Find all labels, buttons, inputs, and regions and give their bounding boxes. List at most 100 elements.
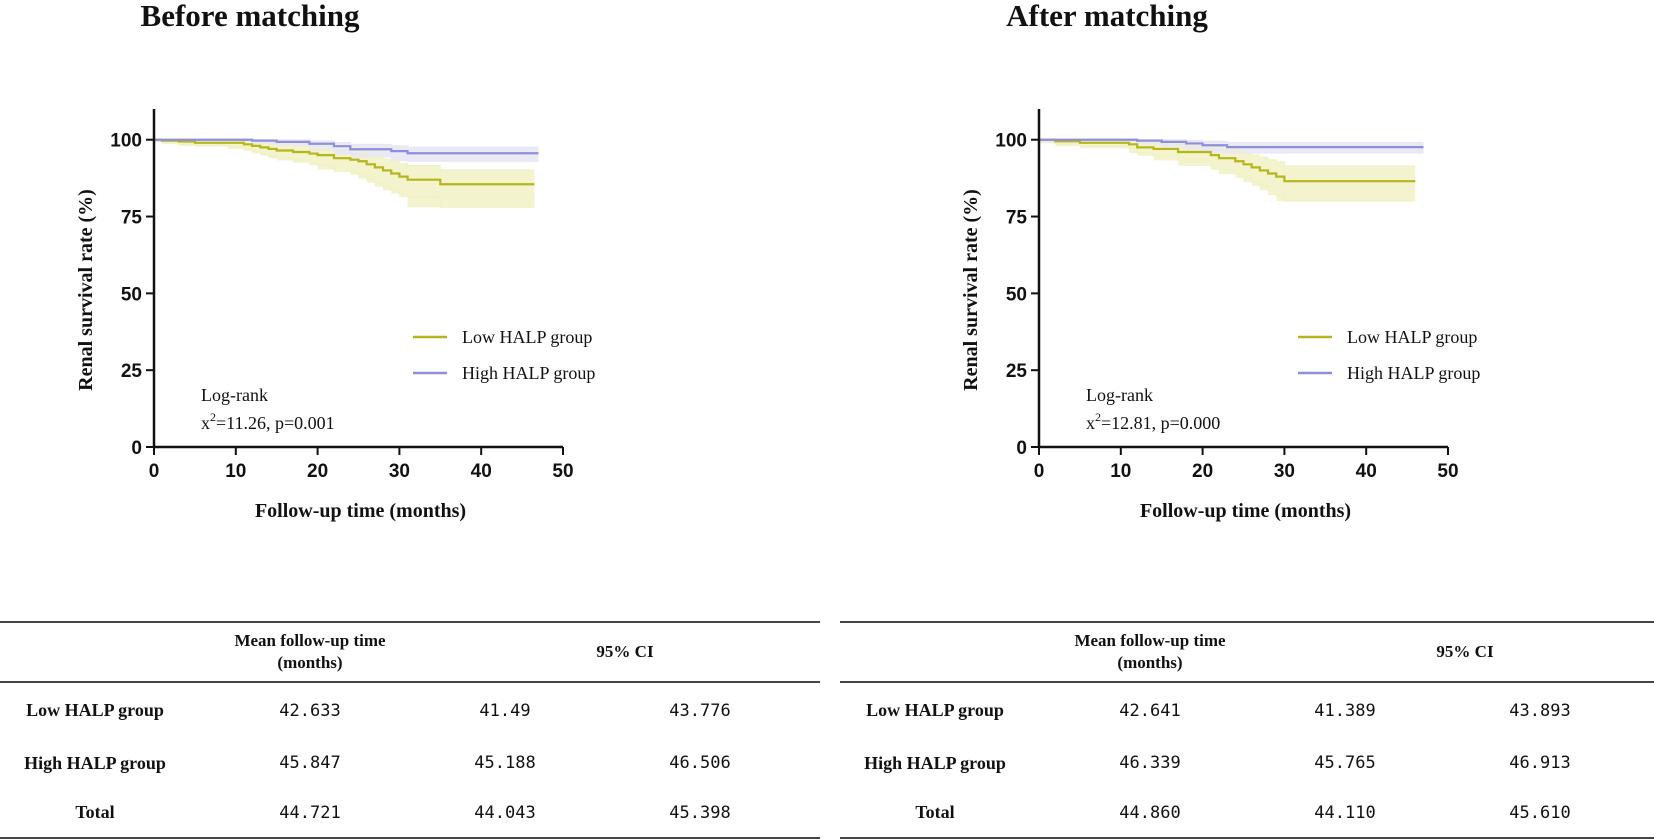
x-tick-label: 50 [1437,461,1458,482]
cell-mean: 44.721 [279,802,341,823]
x-tick-label: 20 [1192,461,1213,482]
stat-values: =12.81, p=0.000 [1101,413,1220,433]
log-rank-statistic: x2=12.81, p=0.000 [1086,410,1220,433]
cell-ci-upper: 46.913 [1509,753,1571,773]
x-axis-label: Follow-up time (months) [255,500,466,522]
ci-band-series-0 [1039,139,1416,202]
stat-superscript: 2 [1095,410,1101,424]
table-row: Total 44.860 44.110 45.610 [840,788,1654,838]
header-mean-line1: Mean follow-up time [234,631,386,650]
stat-values: =11.26, p=0.001 [216,413,335,433]
table-row: Total 44.721 44.043 45.398 [0,788,820,838]
x-tick-label: 30 [1274,461,1295,482]
row-label: High HALP group [864,752,1006,773]
y-tick-label: 50 [1006,284,1027,305]
x-axis-label: Follow-up time (months) [1140,500,1351,522]
y-tick-label: 50 [121,284,142,305]
cell-ci-lower: 45.188 [474,753,536,773]
cell-ci-lower: 44.110 [1314,802,1376,823]
cell-ci-upper: 45.610 [1509,802,1571,823]
legend-label: Low HALP group [462,327,592,347]
row-label: Low HALP group [866,700,1004,720]
cell-ci-lower: 41.389 [1314,700,1376,721]
cell-mean: 42.633 [279,700,341,721]
cell-mean: 44.860 [1119,802,1181,823]
header-95-ci: 95% CI [596,642,654,661]
table-header-row: Mean follow-up time (months) 95% CI [840,622,1654,682]
row-label: High HALP group [24,752,166,773]
x-tick-label: 10 [225,461,246,482]
cell-ci-upper: 43.893 [1509,700,1571,721]
y-tick-label: 25 [1006,361,1028,382]
follow-up-table-before-matching: Mean follow-up time (months) 95% CI Low … [0,621,820,839]
legend-label: High HALP group [462,363,595,383]
y-axis-label: Renal survival rate (%) [75,189,97,391]
table-row: High HALP group 46.339 45.765 46.913 [840,738,1654,788]
chart-title: After matching [1006,0,1208,33]
cell-mean: 42.641 [1119,700,1181,721]
legend-label: Low HALP group [1347,327,1477,347]
y-tick-label: 0 [1016,438,1027,459]
ci-upper-series-0 [1039,139,1416,167]
row-label: Total [75,802,115,822]
header-mean-follow-up: Mean follow-up time (months) [1030,622,1270,682]
table-row: Low HALP group 42.633 41.49 43.776 [0,682,820,738]
chart-title: Before matching [140,0,360,33]
km-plot-after-matching: 0 25 50 75 100 0 10 20 30 40 50 Follow-up time (mon… [960,109,1480,522]
table-row: Low HALP group 42.641 41.389 43.893 [840,682,1654,738]
header-mean-line2: (months) [1117,653,1183,672]
stat-symbol: x [201,413,210,433]
x-tick-label: 10 [1110,461,1131,482]
km-line-series-1 [1039,138,1424,149]
cell-ci-upper: 43.776 [669,700,731,721]
km-line-series-0 [1039,138,1416,183]
x-tick-label: 30 [389,461,410,482]
ci-lower-series-0 [154,139,535,208]
log-rank-statistic: x2=11.26, p=0.001 [201,410,335,433]
row-label: Low HALP group [26,700,164,720]
panel-before-matching: Before matching 0 25 50 75 100 0 10 20 30 40 50 Fol… [0,0,827,838]
table-header-row: Mean follow-up time (months) 95% CI [0,622,820,682]
cell-mean: 45.847 [279,753,341,773]
cell-ci-upper: 46.506 [669,753,731,773]
ci-upper-series-0 [154,139,535,171]
x-tick-label: 40 [1356,461,1377,482]
header-mean-follow-up: Mean follow-up time (months) [190,622,430,682]
x-tick-label: 0 [1034,461,1045,482]
follow-up-table-after-matching: Mean follow-up time (months) 95% CI Low … [840,621,1654,839]
x-tick-label: 50 [552,461,573,482]
cell-ci-lower: 45.765 [1314,753,1376,773]
header-mean-line1: Mean follow-up time [1074,631,1226,650]
y-tick-label: 25 [121,361,143,382]
cell-ci-lower: 44.043 [474,802,536,823]
km-line-series-0 [154,138,535,186]
cell-ci-lower: 41.49 [479,700,531,721]
header-blank [840,622,1030,682]
log-rank-label: Log-rank [201,385,268,405]
ci-lower-series-0 [1039,139,1416,202]
x-tick-label: 20 [307,461,328,482]
cell-mean: 46.339 [1119,753,1181,773]
ci-lower-series-1 [154,139,539,162]
x-tick-label: 0 [149,461,160,482]
stat-superscript: 2 [210,410,216,424]
km-line-series-1 [154,138,539,155]
table-row: High HALP group 45.847 45.188 46.506 [0,738,820,788]
y-tick-label: 0 [131,438,142,459]
km-plot-before-matching: 0 25 50 75 100 0 10 20 30 40 50 Follow-up time (mon… [75,109,595,522]
header-95-ci: 95% CI [1436,642,1494,661]
y-tick-label: 100 [995,131,1027,152]
ci-upper-series-1 [154,139,539,148]
y-tick-label: 75 [121,208,143,229]
y-tick-label: 75 [1006,208,1028,229]
cell-ci-upper: 45.398 [669,802,731,823]
stat-symbol: x [1086,413,1095,433]
header-blank [0,622,190,682]
ci-lower-series-1 [1039,139,1424,154]
y-tick-label: 100 [110,131,142,152]
header-mean-line2: (months) [277,653,343,672]
panel-after-matching: After matching 0 25 50 75 100 0 10 20 30 40 50 Foll… [840,0,1654,838]
log-rank-label: Log-rank [1086,385,1153,405]
y-axis-label: Renal survival rate (%) [960,189,982,391]
row-label: Total [915,802,955,822]
